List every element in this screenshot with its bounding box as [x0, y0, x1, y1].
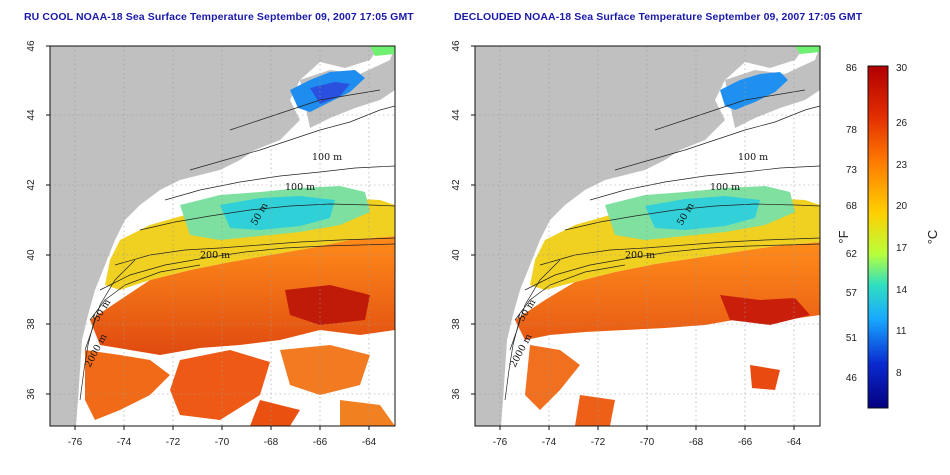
svg-text:-76: -76 [493, 437, 508, 448]
land-mass [50, 46, 380, 426]
svg-text:86: 86 [846, 63, 858, 74]
svg-text:20: 20 [896, 201, 908, 212]
contour-label: 100 m [312, 152, 342, 163]
raw-sst-title: RU COOL NOAA-18 Sea Surface Temperature … [24, 11, 414, 23]
raw-sst-map: 100 m 100 m 50 m 200 m 50 m 2000 m 46 44… [26, 40, 396, 448]
lon-axis: -76 -74 -72 -70 -68 -66 -64 [68, 437, 377, 448]
lat-axis: 46 44 42 40 38 36 [26, 40, 37, 400]
svg-text:14: 14 [896, 285, 908, 296]
fahrenheit-ticks: 86 78 73 68 62 57 51 46 [846, 63, 858, 384]
svg-text:42: 42 [451, 179, 462, 191]
svg-text:26: 26 [896, 118, 908, 129]
svg-text:46: 46 [846, 373, 858, 384]
declouded-sst-title: DECLOUDED NOAA-18 Sea Surface Temperatur… [454, 11, 863, 23]
cold-sst-region [720, 72, 788, 110]
temperature-colorbar: 86 78 73 68 62 57 51 46 30 26 23 20 17 1… [838, 63, 940, 409]
svg-text:44: 44 [451, 109, 462, 121]
svg-text:36: 36 [451, 388, 462, 400]
svg-text:-72: -72 [166, 437, 181, 448]
warm-sst-region [90, 236, 395, 355]
svg-text:38: 38 [26, 318, 37, 330]
svg-text:-66: -66 [738, 437, 753, 448]
svg-text:-70: -70 [640, 437, 655, 448]
land-mass [475, 46, 805, 426]
contour-label: 200 m [200, 250, 230, 261]
svg-text:11: 11 [896, 326, 907, 337]
lon-axis: -76 -74 -72 -70 -68 -66 -64 [493, 437, 802, 448]
colorbar-gradient [867, 65, 889, 409]
contour-label: 100 m [710, 182, 740, 193]
svg-text:23: 23 [896, 160, 908, 171]
svg-text:42: 42 [26, 179, 37, 191]
raw-sst-panel: RU COOL NOAA-18 Sea Surface Temperature … [0, 0, 420, 475]
contour-label: 100 m [738, 152, 768, 163]
svg-text:-72: -72 [591, 437, 606, 448]
svg-text:44: 44 [26, 109, 37, 121]
svg-text:78: 78 [846, 125, 858, 136]
declouded-sst-panel: DECLOUDED NOAA-18 Sea Surface Temperatur… [430, 0, 862, 475]
svg-text:-76: -76 [68, 437, 83, 448]
svg-text:-64: -64 [362, 437, 377, 448]
svg-text:-74: -74 [117, 437, 132, 448]
svg-text:36: 36 [26, 388, 37, 400]
svg-text:30: 30 [896, 63, 908, 74]
celsius-unit-label: °C [925, 230, 940, 245]
svg-text:-70: -70 [215, 437, 230, 448]
svg-text:17: 17 [896, 243, 908, 254]
svg-text:-64: -64 [787, 437, 802, 448]
contour-label: 200 m [625, 250, 655, 261]
svg-text:38: 38 [451, 318, 462, 330]
svg-text:-68: -68 [689, 437, 704, 448]
svg-text:73: 73 [846, 165, 858, 176]
svg-text:46: 46 [26, 40, 37, 52]
svg-text:46: 46 [451, 40, 462, 52]
svg-text:62: 62 [846, 249, 858, 260]
svg-text:40: 40 [451, 249, 462, 261]
declouded-sst-map: 100 m 100 m 50 m 200 m 50 m 2000 m 46 44… [451, 40, 821, 448]
svg-text:-66: -66 [313, 437, 328, 448]
svg-text:40: 40 [26, 249, 37, 261]
celsius-ticks: 30 26 23 20 17 14 11 8 [896, 63, 908, 379]
fahrenheit-unit-label: °F [838, 230, 851, 243]
lat-axis: 46 44 42 40 38 36 [451, 40, 462, 400]
svg-text:51: 51 [846, 333, 858, 344]
svg-text:-74: -74 [542, 437, 557, 448]
svg-text:-68: -68 [264, 437, 279, 448]
svg-text:8: 8 [896, 368, 902, 379]
svg-text:68: 68 [846, 201, 858, 212]
svg-text:57: 57 [846, 288, 858, 299]
contour-label: 100 m [285, 182, 315, 193]
